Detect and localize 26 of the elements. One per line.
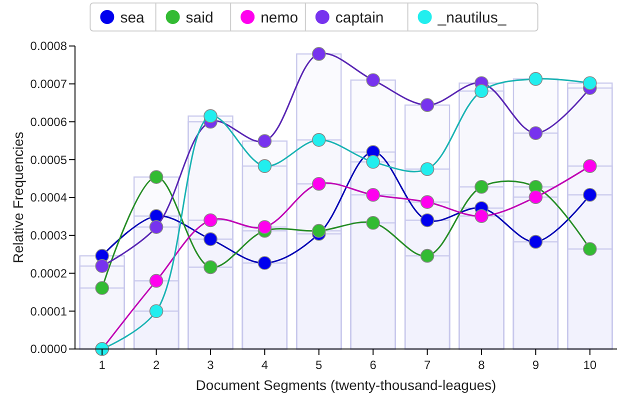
x-tick-label: 3 [207,358,214,372]
x-tick-label: 7 [424,358,431,372]
x-axis-title: Document Segments (twenty-thousand-leagues) [196,377,496,393]
x-tick-label: 4 [261,358,268,372]
y-tick-label: 0.0008 [30,39,68,54]
y-tick-label: 0.0004 [30,190,68,205]
y-tick-label: 0.0005 [30,152,68,167]
x-tick-label: 2 [152,358,160,372]
x-tick-label: 5 [316,358,323,372]
x-tick-label: 6 [370,358,377,372]
y-tick-label: 0.0002 [30,266,68,280]
x-tick-label: 10 [583,358,597,372]
legend-label: _nautilus_ [436,9,507,26]
legend-label: captain [335,9,384,26]
legend-label: sea [120,9,146,26]
legend-label: nemo [260,9,298,26]
y-tick-label: 0.0000 [30,342,68,356]
y-tick-label: 0.0001 [30,304,68,318]
x-tick-label: 8 [478,358,486,372]
x-tick-label: 9 [532,358,540,372]
x-tick-label: 1 [98,358,106,372]
legend-label: said [186,9,214,26]
y-tick-label: 0.0007 [30,77,68,92]
y-axis-title: Relative Frequencies [10,132,26,264]
y-tick-label: 0.0006 [30,114,68,129]
y-tick-label: 0.0003 [30,228,68,243]
